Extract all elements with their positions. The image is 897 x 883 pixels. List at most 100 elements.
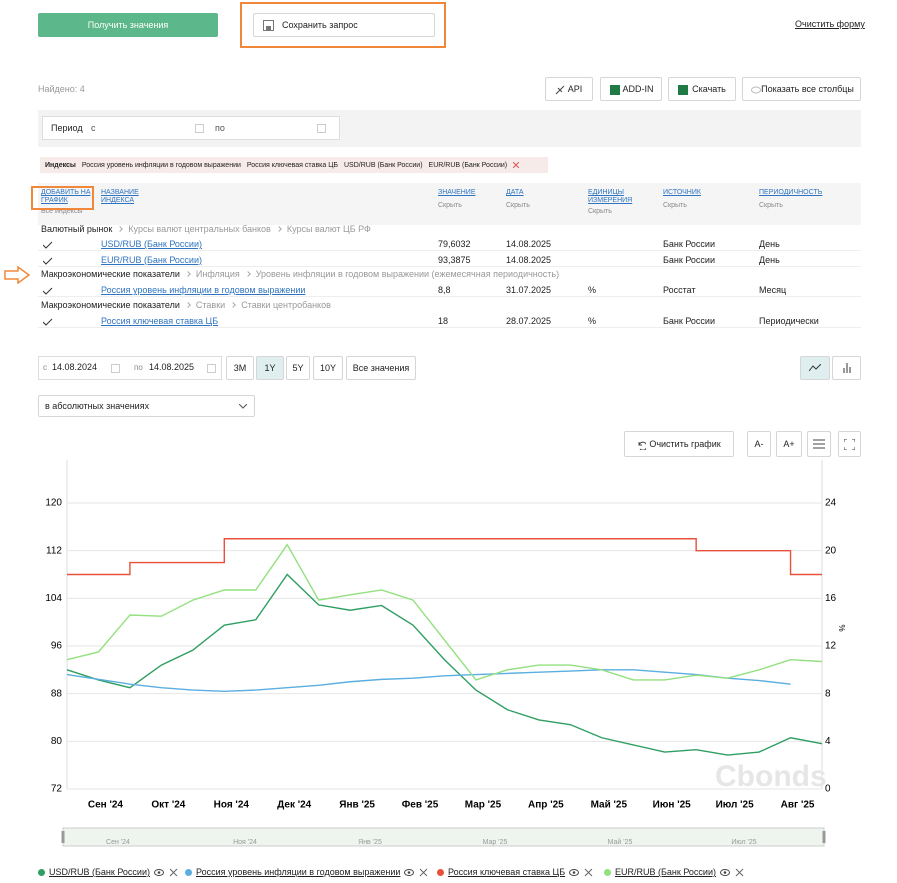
fullscreen-button[interactable] xyxy=(838,431,861,457)
range-button[interactable]: 3M xyxy=(226,356,254,380)
x-tick-label: Июн '25 xyxy=(653,800,691,811)
column-sub[interactable]: Скрыть xyxy=(588,208,612,215)
download-icon xyxy=(678,85,688,95)
legend-icons[interactable] xyxy=(569,868,593,877)
legend-item[interactable]: Россия уровень инфляции в годовом выраже… xyxy=(185,867,428,877)
legend-icons[interactable] xyxy=(720,868,744,877)
table-row: USD/RUB (Банк России) 79,6032 14.08.2025 Ба… xyxy=(38,236,861,252)
font-plus-button[interactable]: A+ xyxy=(776,431,802,457)
y2-axis-label: % xyxy=(838,624,847,631)
range-button[interactable]: 5Y xyxy=(286,356,310,380)
legend-label[interactable]: USD/RUB (Банк России) xyxy=(49,867,150,877)
navigator-label: Мар '25 xyxy=(483,839,508,846)
period-label: Период xyxy=(51,123,83,133)
navigator-handle xyxy=(61,831,826,843)
cell-name[interactable]: Россия ключевая ставка ЦБ xyxy=(101,315,219,326)
filter-item: Россия уровень инфляции в годовом выраже… xyxy=(81,161,241,169)
legend-label[interactable]: Россия ключевая ставка ЦБ xyxy=(448,867,566,877)
table: ДОБАВИТЬ НА ГРАФИК Все индексы НАЗВАНИЕ ИН… xyxy=(0,0,897,340)
save-query-button[interactable]: Сохранить запрос xyxy=(253,13,435,37)
mode-dropdown[interactable]: в абсолютных значениях xyxy=(38,395,255,417)
show-columns-label: Показать все столбцы xyxy=(761,84,854,94)
column-sub[interactable]: Скрыть xyxy=(759,202,783,209)
breadcrumb-sep xyxy=(117,225,124,232)
column-title[interactable]: ДОБАВИТЬ НА ГРАФИК xyxy=(41,189,91,204)
column-title[interactable]: ЕДИНИЦЫ ИЗМЕРЕНИЯ xyxy=(588,189,633,204)
filter-label: Индексы xyxy=(45,161,76,169)
line-chart-button[interactable] xyxy=(800,356,830,380)
calendar-icon[interactable] xyxy=(111,364,120,373)
font-minus-button[interactable]: A- xyxy=(747,431,771,457)
y2-tick-label: 4 xyxy=(825,736,831,747)
range-from[interactable]: 14.08.2024 xyxy=(52,362,98,372)
column-sub[interactable]: Скрыть xyxy=(438,202,462,209)
breadcrumb-sep xyxy=(185,271,191,278)
filter-item: EUR/RUB (Банк России) xyxy=(428,161,508,169)
period-to[interactable]: по xyxy=(215,123,225,133)
x-tick-label: Ноя '24 xyxy=(214,800,250,811)
calendar-icon[interactable] xyxy=(207,364,216,373)
show-columns-button[interactable]: Показать все столбцы xyxy=(742,77,861,101)
checkbox[interactable] xyxy=(43,318,53,326)
column-title[interactable]: ЗНАЧЕНИЕ xyxy=(438,189,476,196)
column-sub[interactable]: Все индексы xyxy=(41,208,83,215)
column-title[interactable]: ИСТОЧНИК xyxy=(663,189,701,196)
legend-swatch xyxy=(185,868,192,876)
addin-button[interactable]: ADD-IN xyxy=(600,77,662,101)
cell-name[interactable]: USD/RUB (Банк России) xyxy=(101,239,202,250)
range-button[interactable]: 1Y xyxy=(256,356,284,380)
bar-chart-button[interactable] xyxy=(832,356,861,380)
cell-source: Росстат xyxy=(663,285,696,296)
clear-chart-button[interactable]: Очистить график xyxy=(624,431,734,457)
cell-value: 93,3875 xyxy=(438,254,471,265)
y-tick-label: 80 xyxy=(51,736,63,747)
get-values-button[interactable]: Получить значения xyxy=(38,13,218,37)
legend-icons[interactable] xyxy=(404,868,428,877)
watermark: Cbonds xyxy=(715,760,827,793)
legend-icons[interactable] xyxy=(154,868,178,877)
remove-filters[interactable] xyxy=(513,162,520,168)
range-to[interactable]: 14.08.2025 xyxy=(149,362,195,372)
download-button[interactable]: Скачать xyxy=(668,77,736,101)
addin-icon xyxy=(610,85,620,95)
group-row: Валютный рынок Курсы валют центральных ба… xyxy=(38,221,861,236)
highlight-box xyxy=(240,2,446,48)
cell-name[interactable]: Россия уровень инфляции в годовом выраже… xyxy=(101,285,306,296)
cell-name[interactable]: EUR/RUB (Банк России) xyxy=(101,254,202,265)
found-count: Найдено: 4 xyxy=(38,84,85,94)
column-sub[interactable]: Скрыть xyxy=(663,202,687,209)
menu-button[interactable] xyxy=(807,431,831,457)
save-icon xyxy=(263,20,274,31)
cell-value: 79,6032 xyxy=(438,239,471,250)
legend-swatch xyxy=(38,868,45,876)
checkbox[interactable] xyxy=(43,241,53,250)
checkbox[interactable] xyxy=(43,287,53,295)
range-from-label: с xyxy=(43,363,47,372)
period-from[interactable]: с xyxy=(91,123,96,133)
api-button[interactable]: API xyxy=(545,77,593,101)
calendar-icon[interactable] xyxy=(317,124,326,133)
x-tick-label: Янв '25 xyxy=(339,800,375,811)
y-tick-label: 120 xyxy=(45,498,62,509)
legend-label[interactable]: Россия уровень инфляции в годовом выраже… xyxy=(196,867,401,877)
clear-form-link[interactable]: Очистить форму xyxy=(795,19,865,29)
column-title[interactable]: ДАТА xyxy=(506,189,524,196)
column-title[interactable]: ПЕРИОДИЧНОСТЬ xyxy=(759,189,823,196)
range-button[interactable]: Все значения xyxy=(346,356,416,380)
legend-item[interactable]: EUR/RUB (Банк России) xyxy=(604,867,744,877)
legend-item[interactable]: Россия ключевая ставка ЦБ xyxy=(437,867,593,877)
date-range-box: с 14.08.2024 по 14.08.2025 xyxy=(38,356,222,380)
column-sub[interactable]: Скрыть xyxy=(506,202,530,209)
legend-label[interactable]: EUR/RUB (Банк России) xyxy=(615,867,716,877)
column-title[interactable]: НАЗВАНИЕ ИНДЕКСА xyxy=(101,189,139,204)
checkbox[interactable] xyxy=(43,257,53,265)
period-box: Период с по xyxy=(42,116,340,140)
range-button[interactable]: 10Y xyxy=(313,356,343,380)
legend-item[interactable]: USD/RUB (Банк России) xyxy=(38,867,178,877)
calendar-icon[interactable] xyxy=(195,124,204,133)
cell-value: 8,8 xyxy=(438,285,451,296)
cell-period: День xyxy=(759,254,780,265)
legend-swatch xyxy=(604,868,611,876)
x-tick-label: Мар '25 xyxy=(465,800,502,811)
